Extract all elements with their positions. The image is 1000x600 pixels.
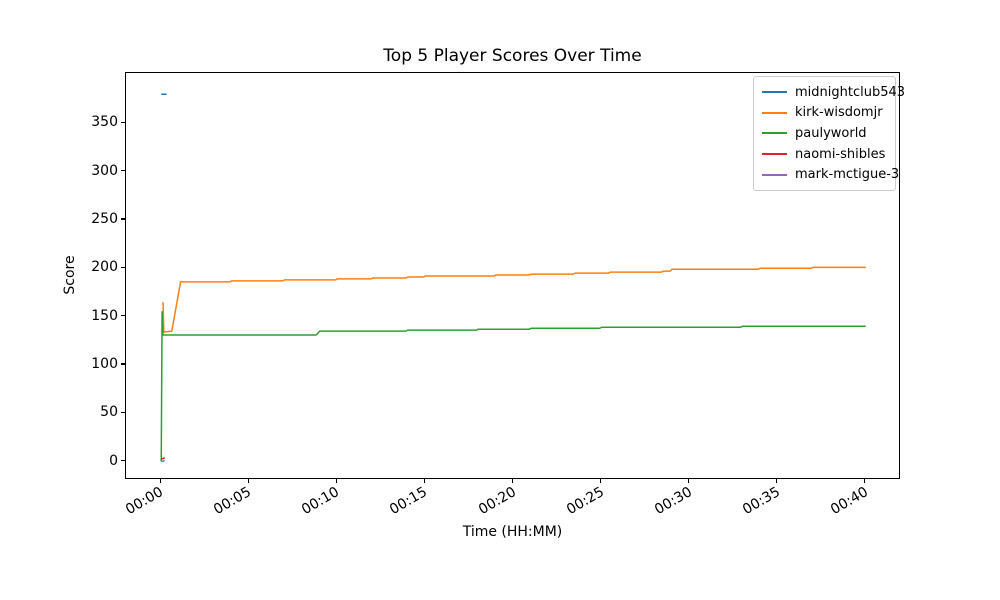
legend-label: naomi-shibles bbox=[795, 146, 886, 162]
y-tick-label: 50 bbox=[100, 404, 118, 421]
x-tick-mark bbox=[511, 479, 514, 483]
x-tick-mark bbox=[423, 479, 426, 483]
legend-entry-naomi-shibles: naomi-shibles bbox=[762, 144, 887, 165]
y-tick-mark bbox=[121, 315, 125, 317]
legend-line-swatch bbox=[762, 91, 787, 94]
legend-entry-midnightclub543: midnightclub543 bbox=[762, 82, 905, 103]
x-tick-mark bbox=[335, 479, 337, 483]
y-axis-label: Score bbox=[62, 255, 78, 295]
legend-line-swatch bbox=[762, 132, 787, 135]
series-line-kirk-wisdomjr bbox=[162, 266, 866, 333]
y-tick-label: 300 bbox=[91, 162, 118, 179]
y-tick-label: 200 bbox=[91, 259, 118, 276]
y-tick-mark bbox=[121, 411, 125, 413]
series-line-mark-mctigue-3 bbox=[161, 459, 165, 463]
y-tick-label: 150 bbox=[91, 307, 118, 324]
y-tick-label: 100 bbox=[91, 355, 118, 372]
x-axis-label: Time (HH:MM) bbox=[462, 524, 563, 540]
x-tick-mark bbox=[776, 479, 778, 483]
y-tick-mark bbox=[121, 218, 125, 220]
x-tick-mark bbox=[599, 479, 602, 483]
x-tick-mark bbox=[864, 479, 866, 483]
y-tick-label: 250 bbox=[91, 210, 118, 227]
x-tick-mark bbox=[247, 479, 249, 483]
legend-label: kirk-wisdomjr bbox=[795, 105, 883, 121]
y-tick-label: 0 bbox=[109, 452, 118, 469]
y-tick-mark bbox=[121, 170, 125, 172]
legend-entry-paulyworld: paulyworld bbox=[762, 123, 887, 144]
legend-entry-mark-mctigue-3: mark-mctigue-3 bbox=[762, 164, 899, 185]
y-tick-mark bbox=[121, 266, 125, 268]
y-tick-mark bbox=[121, 363, 125, 365]
x-tick-mark bbox=[688, 479, 690, 483]
legend: midnightclub543 kirk-wisdomjr paulyworld na… bbox=[753, 76, 905, 191]
legend-label: mark-mctigue-3 bbox=[795, 167, 900, 183]
chart-title: Top 5 Player Scores Over Time bbox=[383, 46, 642, 66]
legend-entry-kirk-wisdomjr: kirk-wisdomjr bbox=[762, 103, 887, 124]
series-line-naomi-shibles bbox=[160, 457, 166, 460]
plot-lines bbox=[160, 93, 866, 463]
y-tick-mark bbox=[121, 460, 125, 462]
legend-label: midnightclub543 bbox=[795, 84, 906, 100]
legend-line-swatch bbox=[762, 153, 787, 156]
legend-line-swatch bbox=[762, 111, 787, 114]
legend-line-swatch bbox=[762, 173, 787, 176]
y-tick-label: 350 bbox=[91, 114, 118, 131]
y-tick-mark bbox=[121, 121, 125, 123]
legend-label: paulyworld bbox=[795, 125, 867, 141]
x-tick-mark bbox=[159, 479, 161, 483]
series-line-paulyworld bbox=[160, 311, 866, 462]
